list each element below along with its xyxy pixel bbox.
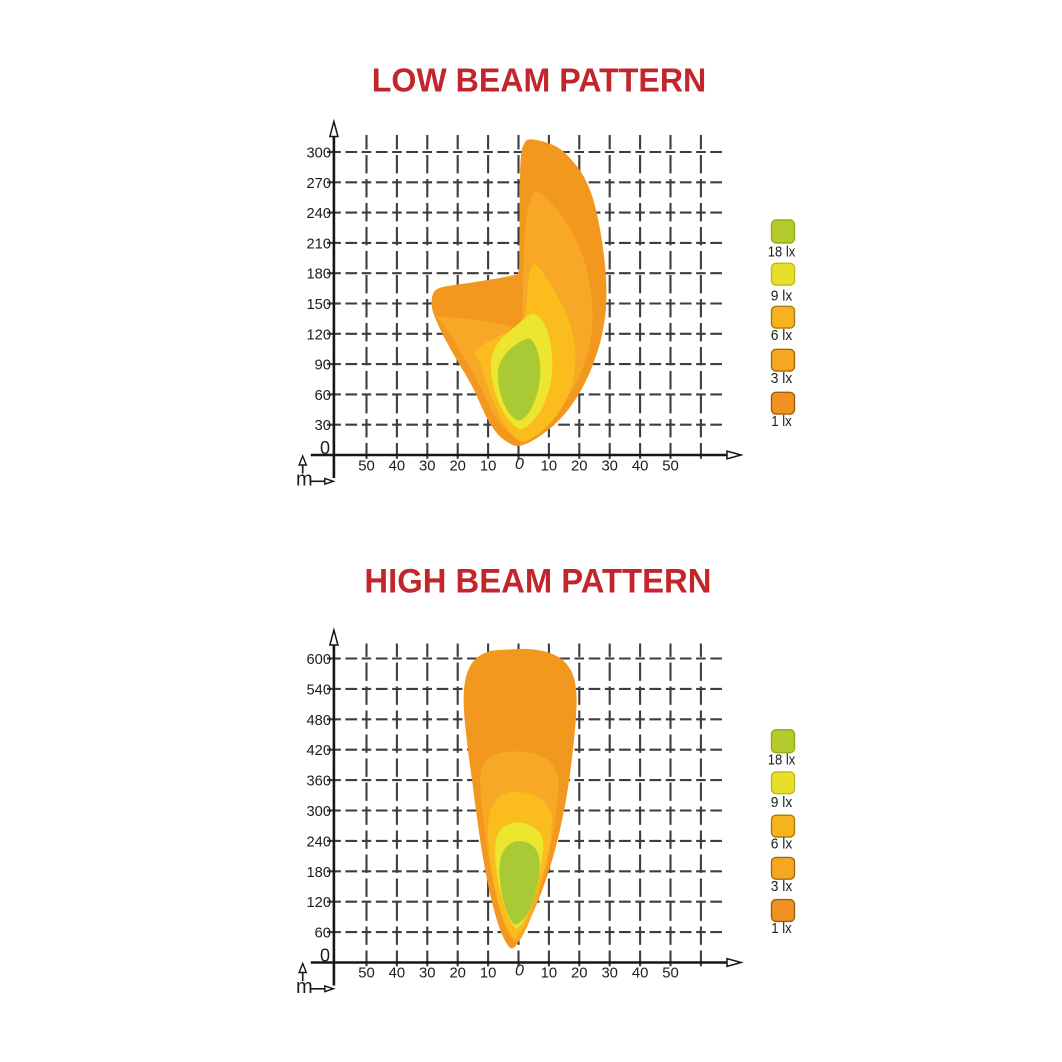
- svg-text:3 lx: 3 lx: [771, 370, 793, 387]
- svg-text:40: 40: [389, 964, 406, 981]
- svg-text:540: 540: [307, 681, 332, 698]
- svg-text:10: 10: [541, 964, 558, 981]
- svg-text:10: 10: [480, 458, 497, 475]
- svg-text:10: 10: [541, 458, 558, 475]
- svg-text:3 lx: 3 lx: [771, 878, 793, 895]
- svg-text:20: 20: [571, 458, 588, 475]
- svg-text:180: 180: [307, 266, 332, 283]
- svg-text:30: 30: [419, 458, 436, 475]
- svg-text:18 lx: 18 lx: [768, 243, 796, 260]
- svg-text:20: 20: [571, 964, 588, 981]
- svg-text:300: 300: [307, 145, 332, 162]
- svg-text:1 lx: 1 lx: [771, 413, 792, 430]
- svg-text:600: 600: [307, 651, 332, 668]
- svg-text:50: 50: [662, 458, 679, 475]
- svg-text:360: 360: [307, 773, 332, 790]
- svg-text:m: m: [296, 469, 313, 491]
- svg-text:30: 30: [601, 458, 618, 475]
- svg-text:40: 40: [632, 458, 649, 475]
- svg-text:50: 50: [662, 964, 679, 981]
- svg-text:6 lx: 6 lx: [771, 327, 793, 344]
- svg-text:9 lx: 9 lx: [771, 287, 793, 304]
- svg-text:120: 120: [307, 894, 332, 911]
- svg-text:40: 40: [389, 458, 406, 475]
- svg-text:150: 150: [307, 296, 332, 313]
- svg-text:30: 30: [601, 964, 618, 981]
- svg-text:6 lx: 6 lx: [771, 836, 793, 853]
- svg-text:240: 240: [307, 205, 332, 222]
- svg-text:20: 20: [449, 964, 466, 981]
- svg-text:10: 10: [480, 964, 497, 981]
- svg-text:1 lx: 1 lx: [771, 920, 792, 937]
- svg-text:9 lx: 9 lx: [771, 794, 793, 811]
- svg-text:50: 50: [358, 458, 375, 475]
- svg-text:90: 90: [315, 357, 332, 374]
- svg-text:50: 50: [358, 964, 375, 981]
- svg-text:0: 0: [515, 962, 524, 979]
- svg-text:120: 120: [307, 326, 332, 343]
- svg-text:HIGH BEAM PATTERN: HIGH BEAM PATTERN: [364, 563, 711, 601]
- svg-text:240: 240: [307, 833, 332, 850]
- svg-text:20: 20: [449, 458, 466, 475]
- svg-text:300: 300: [307, 803, 332, 820]
- svg-text:0: 0: [320, 438, 330, 458]
- svg-text:LOW BEAM PATTERN: LOW BEAM PATTERN: [372, 61, 707, 98]
- svg-text:270: 270: [307, 175, 332, 192]
- svg-text:m: m: [296, 976, 313, 998]
- svg-text:180: 180: [307, 864, 332, 881]
- svg-text:210: 210: [307, 235, 332, 252]
- svg-text:60: 60: [315, 925, 332, 942]
- svg-text:0: 0: [515, 456, 524, 473]
- svg-text:30: 30: [419, 964, 436, 981]
- svg-text:480: 480: [307, 712, 332, 729]
- svg-text:60: 60: [315, 387, 332, 404]
- svg-text:18 lx: 18 lx: [768, 751, 796, 768]
- svg-text:40: 40: [632, 964, 649, 981]
- svg-text:420: 420: [307, 742, 332, 759]
- svg-text:30: 30: [315, 417, 332, 434]
- svg-text:0: 0: [320, 945, 330, 965]
